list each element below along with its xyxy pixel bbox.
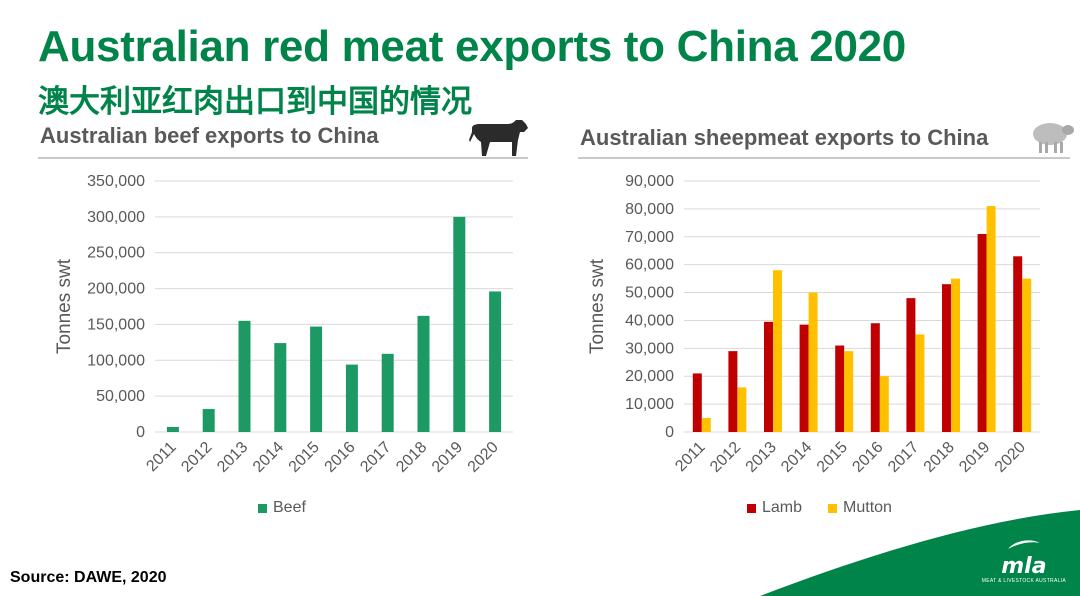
mla-logo-mark-icon (1007, 540, 1040, 549)
bar-mutton-2018 (951, 278, 960, 432)
brand-corner-swoosh (760, 510, 1080, 596)
x-tick-label: 2011 (143, 439, 179, 475)
y-tick-label: 200,000 (87, 281, 145, 298)
legend-label-lamb: Lamb (762, 499, 803, 516)
bar-lamb-2015 (835, 345, 845, 432)
x-tick-label: 2012 (707, 439, 744, 476)
y-axis-label: Tonnes swt (54, 258, 75, 354)
bar-mutton-2015 (844, 351, 854, 432)
bar-lamb-2011 (692, 373, 702, 432)
y-tick-label: 100,000 (87, 352, 145, 369)
legend-item-beef: Beef (258, 499, 306, 517)
bar-beef-2012 (202, 409, 215, 432)
bar-mutton-2017 (915, 334, 925, 432)
x-tick-label: 2015 (286, 439, 323, 476)
bar-lamb-2014 (799, 324, 809, 432)
legend-item-lamb: Lamb (747, 499, 802, 517)
bar-mutton-2014 (808, 292, 818, 432)
sheep-chart-title: Australian sheepmeat exports to China (580, 125, 989, 150)
x-tick-label: 2018 (393, 439, 430, 476)
legend-swatch-beef (258, 503, 267, 513)
bar-beef-2018 (417, 315, 430, 432)
sheep-title-rule (578, 157, 1070, 159)
x-tick-label: 2016 (849, 439, 886, 476)
y-tick-label: 150,000 (87, 316, 145, 333)
bar-lamb-2016 (870, 323, 880, 432)
cow-icon (469, 120, 528, 156)
x-tick-label: 2014 (250, 439, 287, 476)
y-tick-label: 300,000 (87, 209, 145, 226)
bar-beef-2019 (453, 216, 466, 432)
bar-lamb-2020 (1013, 256, 1023, 432)
y-tick-label: 50,000 (96, 388, 145, 405)
y-tick-label: 250,000 (87, 245, 145, 262)
y-tick-label: 0 (665, 424, 674, 441)
mla-logo-tagline: MEAT & LIVESTOCK AUSTRALIA (981, 578, 1066, 584)
x-tick-label: 2013 (214, 439, 251, 476)
x-tick-label: 2011 (672, 439, 708, 475)
x-tick-label: 2017 (885, 439, 922, 476)
bar-beef-2017 (381, 353, 394, 432)
y-tick-label: 10,000 (625, 396, 674, 413)
legend-swatch-lamb (747, 503, 756, 513)
mla-logo: mla MEAT & LIVESTOCK AUSTRALIA (982, 538, 1066, 584)
beef-title-rule (38, 157, 528, 159)
sheep-legend: Lamb Mutton (747, 499, 914, 517)
bar-mutton-2013 (773, 270, 782, 432)
legend-label-beef: Beef (273, 499, 306, 516)
legend-label-mutton: Mutton (843, 499, 892, 516)
x-tick-label: 2014 (778, 439, 815, 476)
y-axis-label: Tonnes swt (587, 258, 608, 354)
beef-chart-title: Australian beef exports to China (40, 123, 379, 148)
bar-mutton-2020 (1022, 278, 1032, 432)
bar-lamb-2018 (942, 284, 951, 432)
y-tick-label: 40,000 (625, 312, 674, 329)
bar-mutton-2016 (879, 376, 889, 432)
x-tick-label: 2020 (992, 439, 1029, 476)
y-tick-label: 70,000 (625, 229, 674, 246)
bar-lamb-2019 (977, 233, 987, 432)
y-tick-label: 90,000 (625, 173, 674, 190)
x-tick-label: 2017 (357, 439, 394, 476)
page-title: Australian red meat exports to China 202… (38, 22, 906, 71)
y-tick-label: 350,000 (87, 173, 145, 190)
bar-mutton-2011 (701, 418, 711, 432)
y-tick-label: 60,000 (625, 257, 674, 274)
x-tick-label: 2016 (322, 439, 359, 476)
bar-mutton-2019 (986, 206, 996, 432)
page-subtitle: 澳大利亚红肉出口到中国的情况 (38, 84, 472, 120)
bar-beef-2015 (310, 326, 323, 432)
x-tick-label: 2013 (743, 439, 780, 476)
legend-item-mutton: Mutton (828, 499, 892, 517)
legend-swatch-mutton (828, 503, 838, 513)
bar-lamb-2013 (764, 321, 773, 432)
bar-beef-2011 (166, 426, 179, 432)
x-tick-label: 2012 (178, 439, 215, 476)
bar-beef-2016 (345, 364, 358, 432)
sheep-chart: 0 10,000 20,000 30,000 40,000 50,000 60,000 70,… (587, 173, 1040, 476)
x-tick-label: 2019 (429, 439, 466, 476)
bar-beef-2014 (274, 343, 287, 432)
bar-beef-2013 (238, 320, 251, 432)
bar-lamb-2017 (906, 298, 916, 432)
x-tick-label: 2020 (465, 439, 502, 476)
x-tick-label: 2019 (956, 439, 993, 476)
y-tick-label: 30,000 (625, 340, 674, 357)
y-tick-label: 50,000 (625, 285, 674, 302)
mla-logo-word: mla (1001, 554, 1047, 579)
x-tick-label: 2018 (921, 439, 958, 476)
y-tick-label: 80,000 (625, 201, 674, 218)
bar-beef-2020 (489, 291, 502, 432)
source-note: Source: DAWE, 2020 (10, 569, 167, 586)
sheep-icon (1033, 123, 1074, 153)
y-tick-label: 0 (136, 424, 145, 441)
bar-lamb-2012 (728, 351, 738, 432)
beef-chart: 0 50,000 100,000 150,000 200,000 250,000 300,0… (54, 173, 513, 476)
x-tick-label: 2015 (814, 439, 851, 476)
bar-mutton-2012 (737, 387, 747, 432)
beef-legend: Beef (258, 499, 328, 517)
y-tick-label: 20,000 (625, 368, 674, 385)
